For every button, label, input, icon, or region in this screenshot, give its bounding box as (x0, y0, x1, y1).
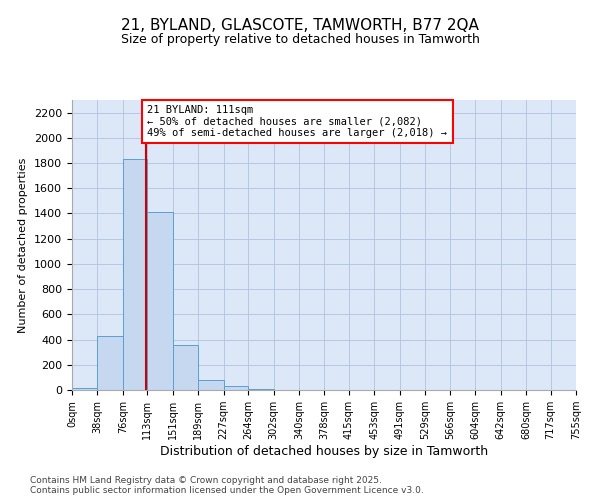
Text: Contains HM Land Registry data © Crown copyright and database right 2025.
Contai: Contains HM Land Registry data © Crown c… (30, 476, 424, 495)
Text: 21, BYLAND, GLASCOTE, TAMWORTH, B77 2QA: 21, BYLAND, GLASCOTE, TAMWORTH, B77 2QA (121, 18, 479, 32)
Bar (173, 345, 198, 390)
Bar (97, 336, 123, 390)
X-axis label: Distribution of detached houses by size in Tamworth: Distribution of detached houses by size … (160, 445, 488, 458)
Bar (248, 388, 274, 390)
Bar (123, 160, 148, 390)
Text: Size of property relative to detached houses in Tamworth: Size of property relative to detached ho… (121, 32, 479, 46)
Bar (148, 212, 173, 390)
Bar (198, 380, 224, 390)
Bar (224, 386, 248, 390)
Bar (72, 388, 97, 390)
Text: 21 BYLAND: 111sqm
← 50% of detached houses are smaller (2,082)
49% of semi-detac: 21 BYLAND: 111sqm ← 50% of detached hous… (148, 105, 448, 138)
Y-axis label: Number of detached properties: Number of detached properties (19, 158, 28, 332)
